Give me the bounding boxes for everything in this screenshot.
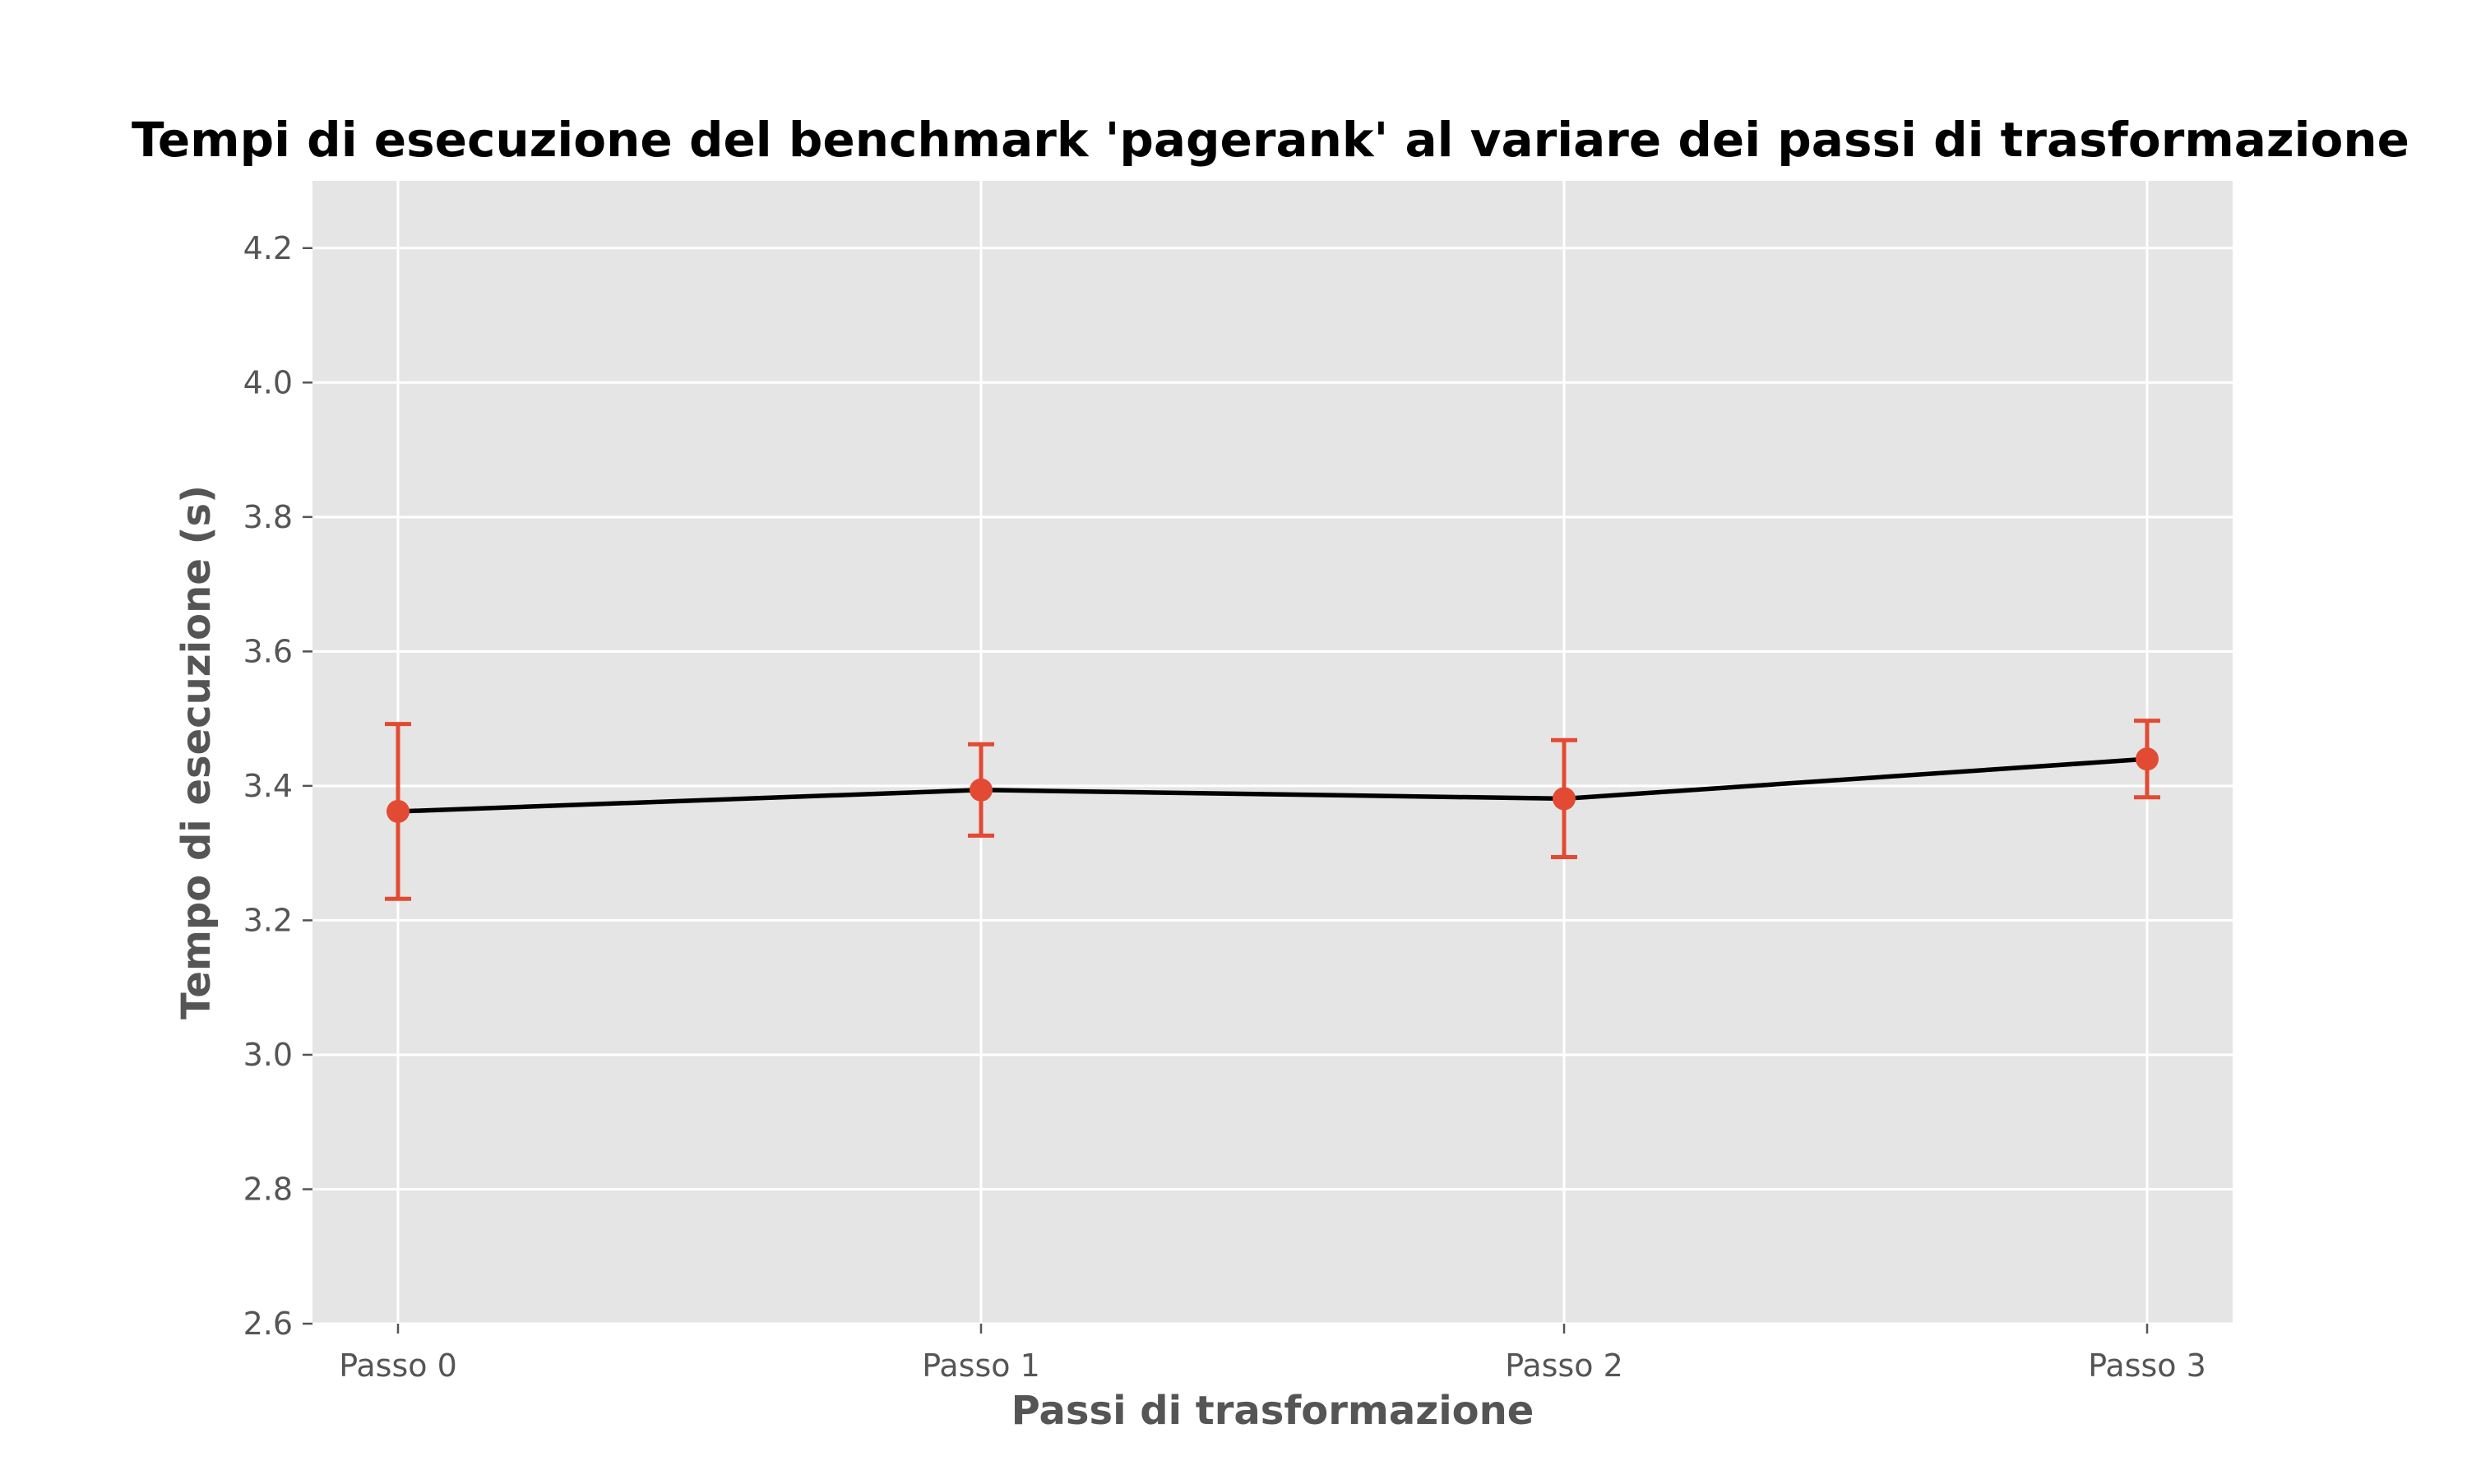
data-point xyxy=(970,778,993,802)
y-axis-ticks: 2.6 2.8 3.0 3.2 3.4 3.6 3.8 4.0 4.2 xyxy=(243,230,312,1342)
y-tick-label: 4.0 xyxy=(243,364,293,400)
x-axis-label: Passi di trasformazione xyxy=(1011,1388,1534,1434)
y-tick-label: 3.4 xyxy=(243,768,293,804)
data-series xyxy=(385,719,2160,901)
plot-area xyxy=(312,181,2233,1324)
y-tick-label: 3.0 xyxy=(243,1037,293,1073)
x-tick-label: Passo 1 xyxy=(922,1348,1040,1384)
y-axis-label: Tempo di esecuzione (s) xyxy=(174,485,220,1019)
series-line xyxy=(397,756,2148,814)
y-tick-label: 4.2 xyxy=(243,230,293,266)
data-point xyxy=(386,799,410,823)
chart-title: Tempi di esecuzione del benchmark 'pager… xyxy=(132,112,2409,168)
y-tick-label: 2.6 xyxy=(243,1306,293,1342)
y-tick-label: 3.6 xyxy=(243,633,293,669)
y-tick-label: 2.8 xyxy=(243,1171,293,1207)
x-axis-ticks: Passo 0 Passo 1 Passo 2 Passo 3 xyxy=(339,1324,2206,1384)
y-tick-label: 3.2 xyxy=(243,902,293,938)
data-point xyxy=(2136,747,2159,771)
x-tick-label: Passo 2 xyxy=(1505,1348,1623,1384)
y-tick-label: 3.8 xyxy=(243,499,293,535)
x-tick-label: Passo 3 xyxy=(2088,1348,2206,1384)
x-tick-label: Passo 0 xyxy=(339,1348,457,1384)
data-point xyxy=(1553,787,1576,811)
